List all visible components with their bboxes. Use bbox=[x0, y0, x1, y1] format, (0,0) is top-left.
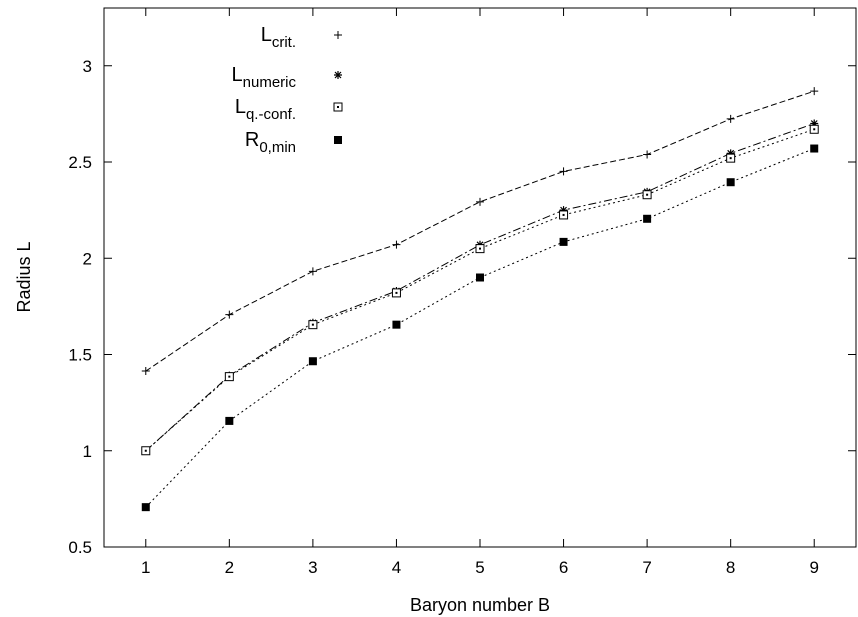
y-axis-label: Radius L bbox=[14, 241, 34, 312]
data-point bbox=[308, 267, 317, 276]
data-point bbox=[308, 357, 317, 366]
data-point bbox=[559, 206, 568, 215]
data-point bbox=[141, 367, 150, 376]
legend-label: Lnumeric bbox=[232, 64, 297, 91]
legend-marker bbox=[334, 31, 342, 39]
legend-marker bbox=[334, 136, 342, 144]
data-point bbox=[476, 197, 484, 206]
y-tick-label: 1 bbox=[83, 442, 92, 461]
x-tick-label: 5 bbox=[475, 558, 484, 577]
data-point bbox=[392, 240, 401, 249]
legend-label: Lcrit. bbox=[261, 24, 296, 51]
x-tick-label: 7 bbox=[642, 558, 651, 577]
data-point bbox=[559, 210, 569, 220]
data-point bbox=[810, 144, 819, 153]
x-tick-label: 2 bbox=[225, 558, 234, 577]
data-point bbox=[726, 153, 736, 163]
y-tick-label: 2.5 bbox=[68, 153, 92, 172]
data-point bbox=[392, 320, 401, 329]
series-line-1 bbox=[145, 123, 815, 452]
data-point bbox=[225, 310, 234, 319]
legend: Lcrit. Lnumeric Lq.-conf. R0,min bbox=[232, 24, 343, 156]
series-line-2 bbox=[145, 128, 815, 452]
y-tick-label: 3 bbox=[83, 57, 92, 76]
data-point bbox=[642, 190, 652, 200]
x-axis-label: Baryon number B bbox=[410, 595, 550, 615]
y-axis-ticks: 0.5 1 1.5 2 2.5 3 bbox=[68, 57, 856, 557]
legend-marker bbox=[334, 71, 342, 79]
x-tick-label: 1 bbox=[141, 558, 150, 577]
data-point bbox=[476, 273, 484, 282]
data-point bbox=[224, 372, 234, 382]
x-tick-label: 8 bbox=[726, 558, 735, 577]
legend-marker bbox=[333, 102, 343, 112]
y-tick-label: 1.5 bbox=[68, 346, 92, 365]
data-point bbox=[726, 149, 735, 158]
data-point bbox=[810, 87, 819, 96]
series-lines bbox=[145, 90, 815, 508]
data-point bbox=[810, 119, 819, 128]
x-tick-label: 9 bbox=[809, 558, 818, 577]
y-tick-label: 2 bbox=[83, 249, 92, 268]
data-point bbox=[141, 503, 150, 512]
x-tick-label: 4 bbox=[392, 558, 401, 577]
data-point bbox=[726, 114, 735, 123]
legend-label: R0,min bbox=[245, 129, 296, 156]
data-point bbox=[809, 124, 819, 134]
data-point bbox=[475, 244, 485, 254]
x-tick-label: 6 bbox=[559, 558, 568, 577]
legend-label: Lq.-conf. bbox=[235, 96, 296, 123]
data-point bbox=[726, 178, 735, 187]
data-point bbox=[559, 167, 568, 176]
data-point bbox=[225, 416, 234, 425]
data-point bbox=[308, 320, 318, 330]
y-tick-label: 0.5 bbox=[68, 538, 92, 557]
data-point bbox=[141, 446, 151, 456]
data-point bbox=[643, 150, 652, 159]
data-point bbox=[643, 214, 652, 223]
data-point bbox=[391, 288, 401, 298]
x-axis-ticks: 1 2 3 4 5 6 7 8 9 bbox=[141, 8, 819, 577]
data-point bbox=[559, 237, 568, 246]
series-points bbox=[141, 87, 819, 512]
x-tick-label: 3 bbox=[308, 558, 317, 577]
